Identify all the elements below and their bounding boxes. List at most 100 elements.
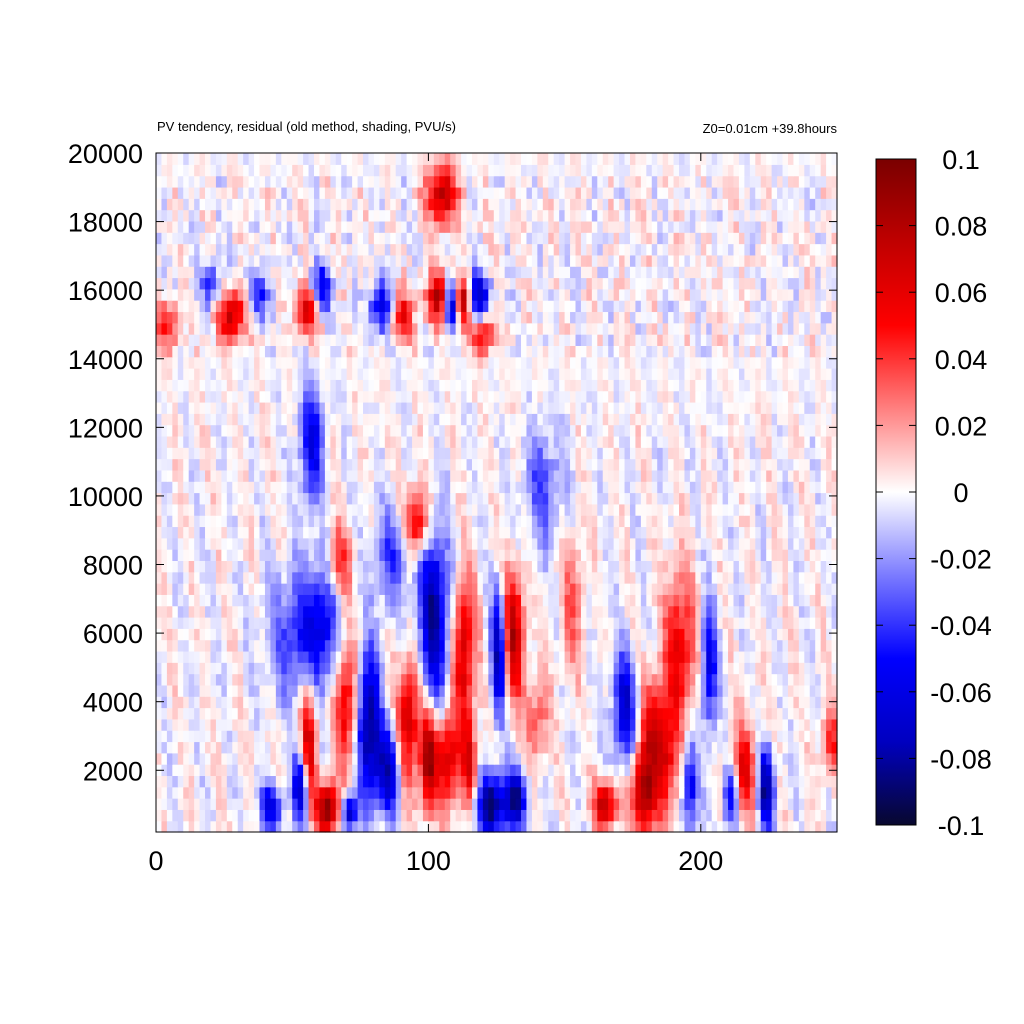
heatmap-cell <box>826 447 833 460</box>
heatmap-cell <box>777 718 784 731</box>
heatmap-cell <box>700 503 707 516</box>
heatmap-cell <box>428 730 435 743</box>
heatmap-cell <box>738 650 745 663</box>
heatmap-cell <box>766 741 773 754</box>
heatmap-cell <box>722 492 729 505</box>
heatmap-cell <box>728 492 735 505</box>
heatmap-cell <box>493 537 500 550</box>
heatmap-cell <box>521 594 528 607</box>
heatmap-cell <box>815 752 822 765</box>
heatmap-cell <box>493 775 500 788</box>
heatmap-cell <box>695 809 702 822</box>
heatmap-cell <box>379 379 386 392</box>
heatmap-cell <box>264 458 272 471</box>
heatmap-cell <box>444 594 451 607</box>
heatmap-cell <box>433 549 440 561</box>
heatmap-cell <box>646 684 653 697</box>
heatmap-cell <box>559 775 566 788</box>
heatmap-cell <box>570 673 577 686</box>
heatmap-cell <box>695 503 702 516</box>
heatmap-cell <box>172 775 179 788</box>
heatmap-cell <box>717 707 724 720</box>
heatmap-cell <box>548 798 555 810</box>
heatmap-cell <box>657 662 664 675</box>
heatmap-cell <box>510 435 517 448</box>
heatmap-cell <box>526 379 533 392</box>
heatmap-cell <box>221 798 228 810</box>
heatmap-cell <box>346 628 353 641</box>
heatmap-cell <box>303 809 310 822</box>
heatmap-cell <box>580 594 587 607</box>
heatmap-cell <box>700 537 707 550</box>
heatmap-cell <box>406 650 413 663</box>
heatmap-cell <box>368 469 375 482</box>
heatmap-cell <box>804 413 811 426</box>
heatmap-cell <box>466 662 473 675</box>
heatmap-cell <box>798 537 805 550</box>
heatmap-cell <box>695 571 702 584</box>
heatmap-cell <box>324 628 331 641</box>
heatmap-cell <box>820 628 827 641</box>
heatmap-cell <box>629 492 637 505</box>
heatmap-cell <box>570 379 577 392</box>
heatmap-cell <box>706 684 713 697</box>
heatmap-cell <box>259 549 266 561</box>
heatmap-cell <box>662 503 669 516</box>
heatmap-cell <box>553 594 560 607</box>
heatmap-cell <box>226 379 233 392</box>
heatmap-cell <box>657 526 664 539</box>
heatmap-cell <box>499 741 506 754</box>
heatmap-cell <box>286 458 293 471</box>
heatmap-cell <box>673 775 680 788</box>
heatmap-cell <box>662 526 669 539</box>
heatmap-cell <box>580 764 587 777</box>
heatmap-cell <box>422 503 429 516</box>
heatmap-cell <box>401 583 408 595</box>
heatmap-cell <box>570 639 577 652</box>
heatmap-cell <box>384 707 391 720</box>
heatmap-cell <box>515 809 522 822</box>
heatmap-cell <box>504 639 511 652</box>
heatmap-cell <box>662 820 669 833</box>
heatmap-cell <box>341 594 348 607</box>
heatmap-cell <box>815 707 822 720</box>
heatmap-cell <box>297 537 304 550</box>
heatmap-cell <box>188 515 195 528</box>
heatmap-cell <box>177 413 184 426</box>
heatmap-cell <box>662 696 669 709</box>
heatmap-cell <box>281 775 288 788</box>
heatmap-cell <box>156 673 163 686</box>
heatmap-cell <box>809 718 816 731</box>
heatmap-cell <box>679 526 686 539</box>
heatmap-cell <box>570 786 577 799</box>
heatmap-cell <box>689 616 696 629</box>
heatmap-cell <box>635 435 642 448</box>
heatmap-cell <box>608 560 615 573</box>
heatmap-cell <box>629 752 637 765</box>
heatmap-cell <box>205 379 212 392</box>
heatmap-cell <box>433 764 440 777</box>
heatmap-cell <box>728 401 735 414</box>
heatmap-cell <box>428 390 435 403</box>
heatmap-cell <box>384 435 391 448</box>
heatmap-cell <box>270 718 277 731</box>
heatmap-cell <box>188 526 195 539</box>
heatmap-cell <box>477 560 484 573</box>
heatmap-cell <box>619 424 626 437</box>
heatmap-cell <box>248 684 255 697</box>
heatmap-cell <box>537 424 544 437</box>
heatmap-cell <box>243 605 250 618</box>
heatmap-cell <box>292 537 299 550</box>
heatmap-cell <box>646 809 653 822</box>
heatmap-cell <box>395 526 402 539</box>
heatmap-cell <box>221 741 228 754</box>
heatmap-cell <box>319 764 326 777</box>
heatmap-cell <box>717 458 724 471</box>
heatmap-cell <box>820 379 827 392</box>
heatmap-cell <box>619 537 626 550</box>
heatmap-cell <box>205 549 212 561</box>
heatmap-cell <box>259 775 266 788</box>
heatmap-cell <box>357 583 364 595</box>
heatmap-cell <box>259 673 266 686</box>
heatmap-cell <box>689 469 696 482</box>
